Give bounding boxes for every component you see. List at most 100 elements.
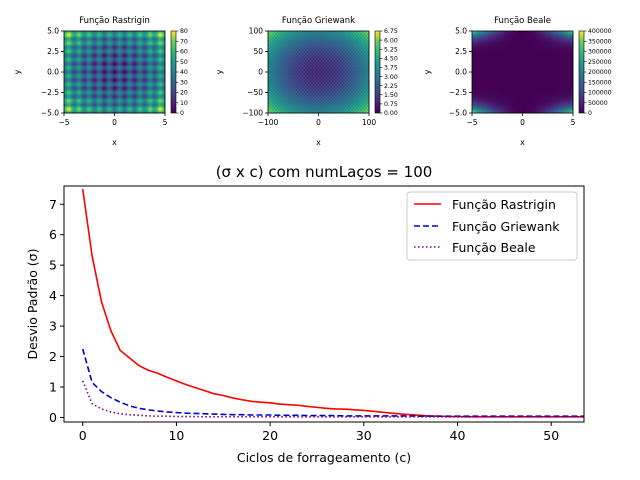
- heatmap-cell: [128, 79, 131, 81]
- heatmap-cell: [156, 84, 159, 87]
- heatmap-cell: [107, 82, 110, 85]
- heatmap-cell: [91, 88, 94, 90]
- heatmap-cell: [102, 73, 105, 75]
- heatmap-cell: [146, 68, 149, 71]
- heatmap-cell: [76, 79, 79, 81]
- heatmap-cell: [88, 107, 91, 109]
- heatmap-cell: [152, 88, 154, 90]
- heatmap-cell: [76, 66, 79, 68]
- heatmap-cell: [110, 94, 113, 96]
- heatmap-cell: [134, 34, 137, 37]
- heatmap-cell: [75, 40, 78, 42]
- heatmap-cell: [76, 55, 79, 58]
- heatmap-cell: [65, 80, 68, 82]
- heatmap-cell: [102, 67, 105, 69]
- heatmap-cell: [162, 34, 164, 37]
- heatmap-cell: [140, 68, 143, 71]
- heatmap-cell: [149, 93, 151, 95]
- heatmap-cell: [71, 55, 74, 58]
- heatmap-cell: [157, 62, 160, 65]
- heatmap-cell: [117, 96, 120, 99]
- heatmap-cell: [149, 31, 151, 33]
- heatmap-cell: [126, 82, 128, 85]
- heatmap-cell: [139, 61, 141, 64]
- heatmap-cell: [69, 90, 72, 93]
- heatmap-cell: [110, 34, 113, 37]
- heatmap-cell: [100, 47, 102, 49]
- heatmap-cell: [74, 76, 76, 79]
- heatmap-cell: [144, 93, 147, 95]
- heatmap-cell: [127, 101, 130, 103]
- heatmap-cell: [157, 97, 160, 100]
- heatmap-cell: [85, 72, 88, 74]
- heatmap-cell: [114, 34, 117, 37]
- heatmap-cell: [157, 86, 160, 88]
- heatmap-cell: [89, 95, 92, 97]
- heatmap-cell: [157, 79, 160, 81]
- heatmap-cell: [115, 72, 118, 74]
- heatmap-cell: [104, 93, 107, 95]
- heatmap-cell: [150, 87, 153, 89]
- heatmap-cell: [115, 46, 118, 48]
- heatmap-cell: [66, 94, 69, 96]
- heatmap-cell: [124, 91, 127, 94]
- heatmap-cell: [114, 77, 117, 80]
- heatmap-cell: [121, 103, 124, 106]
- heatmap-cell: [79, 67, 82, 69]
- heatmap-cell: [131, 80, 134, 82]
- heatmap-cell: [75, 41, 78, 44]
- heatmap-cell: [156, 60, 159, 62]
- heatmap-cell: [69, 34, 72, 37]
- heatmap-cell: [110, 103, 113, 106]
- heatmap-cell: [100, 93, 102, 95]
- heatmap-cell: [108, 96, 111, 99]
- heatmap-cell: [127, 88, 130, 90]
- heatmap-cell: [147, 34, 150, 37]
- heatmap-cell: [79, 91, 82, 94]
- heatmap-cell: [108, 66, 111, 68]
- heatmap-cell: [130, 102, 133, 105]
- heatmap-cell: [139, 48, 141, 51]
- heatmap-cell: [65, 72, 68, 74]
- heatmap-cell: [97, 50, 100, 53]
- heatmap-cell: [74, 82, 76, 85]
- heatmap-cell: [76, 84, 79, 87]
- heatmap-cell: [102, 62, 105, 65]
- heatmap-cell: [114, 79, 117, 81]
- heatmap-cell: [137, 91, 140, 94]
- heatmap-cell: [137, 88, 140, 90]
- heatmap-cell: [110, 50, 113, 53]
- heatmap-cell: [91, 77, 94, 80]
- heatmap-cell: [75, 72, 78, 74]
- heatmap-cell: [100, 94, 102, 96]
- heatmap-cell: [121, 102, 124, 105]
- heatmap-cell: [105, 42, 108, 45]
- heatmap-cell: [157, 94, 160, 96]
- heatmap-cell: [150, 66, 153, 68]
- heatmap-cell: [87, 50, 89, 53]
- heatmap-cell: [75, 84, 78, 87]
- heatmap-cell: [104, 59, 107, 61]
- heatmap-cell: [78, 72, 81, 74]
- heatmap-cell: [152, 31, 154, 33]
- heatmap-cell: [113, 42, 115, 45]
- heatmap-cell: [127, 35, 130, 38]
- heatmap-cell: [153, 41, 156, 44]
- heatmap-cell: [85, 68, 88, 71]
- heatmap-cell: [137, 110, 140, 113]
- heatmap-cell: [84, 39, 87, 41]
- heatmap-cell: [159, 45, 162, 47]
- heatmap-cell: [126, 40, 128, 42]
- heatmap-cell: [111, 101, 114, 103]
- heatmap-cell: [65, 93, 68, 95]
- heatmap-cell: [87, 68, 89, 71]
- heatmap-cell: [154, 45, 157, 47]
- heatmap-cell: [134, 56, 137, 59]
- heatmap-cell: [85, 33, 88, 35]
- heatmap-cell: [150, 80, 153, 82]
- heatmap-cell: [141, 81, 144, 83]
- heatmap-cell: [149, 45, 151, 47]
- heatmap-cell: [88, 38, 91, 40]
- heatmap-cell: [87, 108, 89, 110]
- heatmap-cell: [64, 53, 66, 55]
